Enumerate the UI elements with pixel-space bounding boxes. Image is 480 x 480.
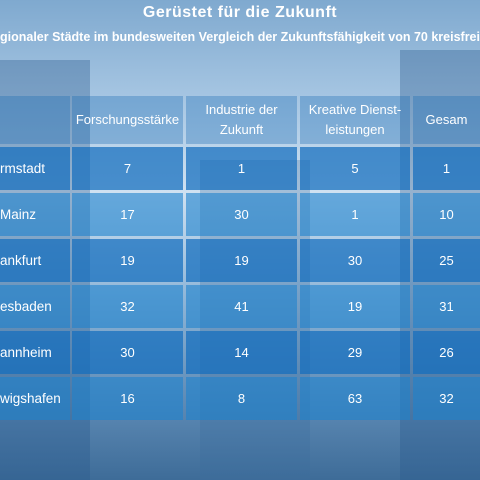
header-cell	[0, 96, 70, 144]
table-cell: 30	[186, 193, 297, 236]
table-cell: 31	[413, 285, 480, 328]
subtitle: gionaler Städte im bundesweiten Vergleic…	[0, 30, 480, 44]
table-cell: 41	[186, 285, 297, 328]
row-label: ankfurt	[0, 239, 70, 282]
table-cell: 10	[413, 193, 480, 236]
table-cell: 19	[72, 239, 183, 282]
row-label: annheim	[0, 331, 70, 374]
table-cell: 1	[413, 147, 480, 190]
table-cell: 8	[186, 377, 297, 420]
table-cell: 16	[72, 377, 183, 420]
row-label: wigshafen	[0, 377, 70, 420]
column-header: Industrie der Zukunft	[186, 96, 297, 144]
table-cell: 25	[413, 239, 480, 282]
table-cell: 5	[300, 147, 410, 190]
row-label: esbaden	[0, 285, 70, 328]
row-label: Mainz	[0, 193, 70, 236]
table-cell: 7	[72, 147, 183, 190]
table-cell: 30	[72, 331, 183, 374]
table-cell: 26	[413, 331, 480, 374]
column-header: Kreative Dienst- leistungen	[300, 96, 410, 144]
table-cell: 14	[186, 331, 297, 374]
table-cell: 30	[300, 239, 410, 282]
table-cell: 63	[300, 377, 410, 420]
table-cell: 1	[186, 147, 297, 190]
column-header: Gesam	[413, 96, 480, 144]
table-cell: 29	[300, 331, 410, 374]
table-cell: 32	[72, 285, 183, 328]
table-cell: 17	[72, 193, 183, 236]
table-cell: 19	[186, 239, 297, 282]
title: Gerüstet für die Zukunft	[142, 4, 338, 21]
row-label: rmstadt	[0, 147, 70, 190]
column-header: Forschungsstärke	[72, 96, 183, 144]
table-cell: 32	[413, 377, 480, 420]
table-cell: 19	[300, 285, 410, 328]
table-cell: 1	[300, 193, 410, 236]
